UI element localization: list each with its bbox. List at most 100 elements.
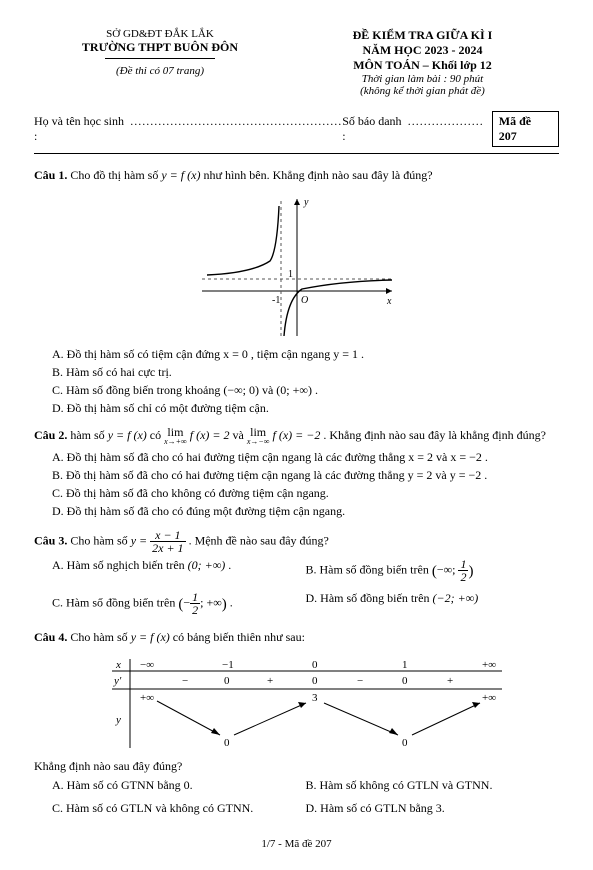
q2-opt-d: D. Đồ thị hàm số đã cho có đúng một đườn… <box>52 504 559 519</box>
axis-y: y <box>303 197 309 208</box>
name-label: Họ và tên học sinh : <box>34 114 130 144</box>
tbl-yprime: y′ <box>113 675 122 687</box>
q3-b-frac: 12 <box>458 558 468 583</box>
question-3: Câu 3. Cho hàm số y = x − 1 2x + 1 . Mện… <box>34 529 559 620</box>
q1-title: Câu 1. Cho đồ thị hàm số y = f (x) như h… <box>34 168 559 183</box>
q1-text-a: Cho đồ thị hàm số <box>67 168 161 182</box>
q1-graph: O x y -1 1 <box>192 191 402 341</box>
school-year: NĂM HỌC 2023 - 2024 <box>286 43 559 58</box>
tbl-y-0a: 0 <box>224 737 230 749</box>
q3-opt-c: C. Hàm số đồng biến trên (−12; +∞) . <box>52 591 306 616</box>
q3-yeq: y = <box>131 533 150 547</box>
q3-opt-d: D. Hàm số đồng biến trên (−2; +∞) <box>306 591 560 616</box>
header: SỞ GD&ĐT ĐẮK LẮK TRƯỜNG THPT BUÔN ĐÔN (Đ… <box>34 28 559 97</box>
q1-opt-a: A. Đồ thị hàm số có tiệm cận đứng x = 0 … <box>52 347 559 362</box>
q3-d-pre: D. Hàm số đồng biến trên <box>306 591 433 605</box>
org-1: SỞ GD&ĐT ĐẮK LẮK <box>34 28 286 40</box>
q2-lim2-rhs: f (x) = −2 <box>269 428 320 442</box>
tbl-y-0b: 0 <box>402 737 408 749</box>
q1-opt-d: D. Đồ thị hàm số chỉ có một đường tiệm c… <box>52 401 559 416</box>
q1-fx: y = f (x) <box>161 168 200 182</box>
q3-a-int: (0; +∞) <box>188 558 226 572</box>
exam-code-box: Mã đề 207 <box>492 111 559 147</box>
q4-opt-b: B. Hàm số không có GTLN và GTNN. <box>306 778 560 793</box>
q2-opt-c: C. Đồ thị hàm số đã cho không có đường t… <box>52 486 559 501</box>
q4-fx: y = f (x) <box>131 630 170 644</box>
q2-title: Câu 2. hàm số y = f (x) có limx→+∞ f (x)… <box>34 426 559 446</box>
q2-lim1: limx→+∞ <box>164 426 187 446</box>
q3-options: A. Hàm số nghịch biến trên (0; +∞) . B. … <box>52 554 559 620</box>
tbl-y: y <box>115 714 121 726</box>
q1-number: Câu 1. <box>34 168 67 182</box>
q1-opt-b: B. Hàm số có hai cực trị. <box>52 365 559 380</box>
tbl-y-pinf1: +∞ <box>140 692 154 704</box>
q2-lim2-sub: x→−∞ <box>247 438 270 446</box>
q2-lim2: limx→−∞ <box>247 426 270 446</box>
q4-variation-table: x y′ y −∞ −1 0 1 +∞ − 0 + 0 − 0 + +∞ 3 +… <box>82 653 512 753</box>
q3-frac-den: 2x + 1 <box>150 542 185 554</box>
q2-co: có <box>147 428 164 442</box>
q3-title: Câu 3. Cho hàm số y = x − 1 2x + 1 . Mện… <box>34 529 559 554</box>
question-2: Câu 2. hàm số y = f (x) có limx→+∞ f (x)… <box>34 426 559 519</box>
q2-va: và <box>233 428 247 442</box>
exam-title: ĐỀ KIỂM TRA GIỮA KÌ I <box>286 28 559 43</box>
tbl-x-pinf: +∞ <box>482 659 496 671</box>
duration-note: (không kể thời gian phát đề) <box>286 85 559 97</box>
tbl-x-1: 1 <box>402 659 408 671</box>
sbd-label: Số báo danh : <box>342 114 408 144</box>
q3-b-den: 2 <box>458 571 468 583</box>
question-1: Câu 1. Cho đồ thị hàm số y = f (x) như h… <box>34 168 559 416</box>
q4-t1: Cho hàm số <box>67 630 130 644</box>
tbl-s1: − <box>182 675 188 687</box>
q3-b-pre: B. Hàm số đồng biến trên <box>306 562 432 576</box>
tbl-x-0: 0 <box>312 659 318 671</box>
tbl-z2: 0 <box>312 675 318 687</box>
q2-tail: . Khẳng định nào sau đây là khẳng định đ… <box>323 428 546 442</box>
q3-c-den: 2 <box>190 604 200 616</box>
tbl-x-m1: −1 <box>222 659 234 671</box>
q4-options: A. Hàm số có GTNN bằng 0. B. Hàm số khôn… <box>52 774 559 820</box>
q3-opt-b: B. Hàm số đồng biến trên (−∞; 12) <box>306 558 560 583</box>
sbd-dots: ................... <box>408 114 484 129</box>
tick-minus1: -1 <box>272 295 280 306</box>
subject: MÔN TOÁN – Khối lớp 12 <box>286 58 559 73</box>
q4-opt-c: C. Hàm số có GTLN và không có GTNN. <box>52 801 306 816</box>
page-footer: 1/7 - Mã đề 207 <box>34 838 559 850</box>
header-separator <box>34 153 559 154</box>
q3-fraction: x − 1 2x + 1 <box>150 529 185 554</box>
q4-opt-d: D. Hàm số có GTLN bằng 3. <box>306 801 560 816</box>
q2-fx: y = f (x) <box>108 428 147 442</box>
q3-a-pre: A. Hàm số nghịch biến trên <box>52 558 188 572</box>
tbl-x-minf: −∞ <box>140 659 154 671</box>
q3-d-int: (−2; +∞) <box>432 591 478 605</box>
tbl-s2: + <box>267 675 273 687</box>
q3-c-pre: C. Hàm số đồng biến trên <box>52 595 178 609</box>
student-info-row: Họ và tên học sinh : ...................… <box>34 111 559 147</box>
q2-lim1-sub: x→+∞ <box>164 438 187 446</box>
header-left: SỞ GD&ĐT ĐẮK LẮK TRƯỜNG THPT BUÔN ĐÔN (Đ… <box>34 28 286 97</box>
tbl-s4: + <box>447 675 453 687</box>
q2-lim1-rhs: f (x) = 2 <box>187 428 230 442</box>
q4-tail: có bảng biến thiên như sau: <box>170 630 305 644</box>
q4-number: Câu 4. <box>34 630 67 644</box>
q3-tail: . Mệnh đề nào sau đây đúng? <box>189 533 329 547</box>
q4-opt-a: A. Hàm số có GTNN bằng 0. <box>52 778 306 793</box>
q2-opt-a: A. Đồ thị hàm số đã cho có hai đường tiệ… <box>52 450 559 465</box>
tbl-y-pinf2: +∞ <box>482 692 496 704</box>
tbl-x: x <box>115 659 121 671</box>
q3-t1: Cho hàm số <box>67 533 130 547</box>
duration: Thời gian làm bài : 90 phút <box>286 73 559 85</box>
q1-text-b: như hình bên. Khẳng định nào sau đây là … <box>200 168 432 182</box>
q2-options: A. Đồ thị hàm số đã cho có hai đường tiệ… <box>52 450 559 519</box>
tbl-s3: − <box>357 675 363 687</box>
question-4: Câu 4. Cho hàm số y = f (x) có bảng biến… <box>34 630 559 820</box>
q3-number: Câu 3. <box>34 533 67 547</box>
tbl-z1: 0 <box>224 675 230 687</box>
tbl-y-3: 3 <box>312 692 318 704</box>
q4-title: Câu 4. Cho hàm số y = f (x) có bảng biến… <box>34 630 559 645</box>
header-divider-left <box>105 58 215 59</box>
q3-opt-a: A. Hàm số nghịch biến trên (0; +∞) . <box>52 558 306 583</box>
q1-opt-c: C. Hàm số đồng biến trong khoảng (−∞; 0)… <box>52 383 559 398</box>
q4-prompt: Khẳng định nào sau đây đúng? <box>34 759 559 774</box>
page-count-note: (Đề thi có 07 trang) <box>34 65 286 77</box>
